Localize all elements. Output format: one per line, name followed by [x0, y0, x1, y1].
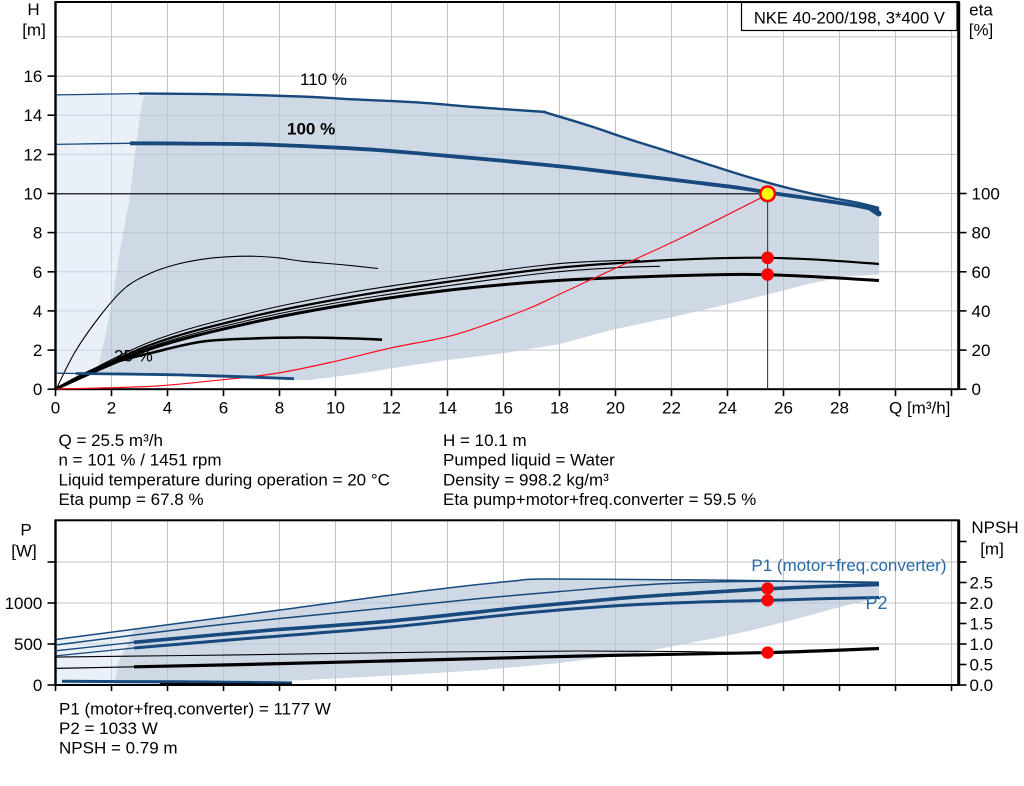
svg-text:Eta pump+motor+freq.converter: Eta pump+motor+freq.converter = 59.5 % — [443, 490, 756, 509]
svg-text:28: 28 — [830, 399, 849, 418]
svg-text:6: 6 — [33, 263, 42, 282]
svg-text:24: 24 — [718, 399, 737, 418]
svg-text:16: 16 — [23, 67, 42, 86]
svg-text:4: 4 — [163, 399, 172, 418]
svg-text:4: 4 — [33, 302, 42, 321]
svg-text:Liquid temperature during oper: Liquid temperature during operation = 20… — [59, 470, 390, 489]
svg-text:20: 20 — [606, 399, 625, 418]
svg-text:[W]: [W] — [11, 542, 37, 561]
svg-text:[m]: [m] — [980, 540, 1004, 559]
svg-text:2: 2 — [33, 341, 42, 360]
svg-text:0: 0 — [51, 399, 60, 418]
svg-text:0: 0 — [33, 380, 42, 399]
svg-text:2.5: 2.5 — [970, 574, 994, 593]
svg-text:8: 8 — [33, 224, 42, 243]
svg-text:16: 16 — [494, 399, 513, 418]
svg-text:22: 22 — [662, 399, 681, 418]
svg-text:1.5: 1.5 — [970, 615, 994, 634]
svg-text:40: 40 — [972, 302, 991, 321]
svg-text:12: 12 — [23, 145, 42, 164]
svg-text:10: 10 — [326, 399, 345, 418]
svg-text:Q = 25.5 m³/h: Q = 25.5 m³/h — [59, 431, 163, 450]
svg-text:100 %: 100 % — [287, 120, 335, 139]
svg-text:6: 6 — [219, 399, 228, 418]
svg-text:2: 2 — [107, 399, 116, 418]
svg-text:25 %: 25 % — [114, 347, 153, 366]
svg-text:8: 8 — [275, 399, 284, 418]
svg-text:0.0: 0.0 — [970, 676, 994, 695]
svg-text:eta: eta — [969, 1, 993, 20]
svg-text:NPSH = 0.79 m: NPSH = 0.79 m — [59, 739, 178, 758]
svg-text:1.0: 1.0 — [970, 635, 994, 654]
svg-text:Density = 998.2 kg/m³: Density = 998.2 kg/m³ — [443, 470, 609, 489]
svg-text:20: 20 — [972, 341, 991, 360]
svg-text:1000: 1000 — [5, 594, 43, 613]
svg-text:500: 500 — [14, 635, 42, 654]
svg-text:0: 0 — [33, 676, 42, 695]
svg-text:NKE 40-200/198, 3*400 V: NKE 40-200/198, 3*400 V — [754, 9, 945, 28]
svg-text:60: 60 — [972, 263, 991, 282]
svg-text:n = 101 % / 1451 rpm: n = 101 % / 1451 rpm — [59, 451, 222, 470]
svg-text:80: 80 — [972, 224, 991, 243]
svg-text:10: 10 — [23, 185, 42, 204]
svg-text:100: 100 — [972, 185, 1000, 204]
svg-text:P2 = 1033 W: P2 = 1033 W — [59, 719, 158, 738]
svg-text:0.5: 0.5 — [970, 656, 994, 675]
svg-text:H: H — [27, 0, 39, 19]
svg-text:2.0: 2.0 — [970, 594, 994, 613]
svg-text:[%]: [%] — [969, 21, 994, 40]
svg-text:0: 0 — [972, 380, 981, 399]
svg-text:P1 (motor+freq.converter): P1 (motor+freq.converter) — [751, 556, 946, 575]
svg-text:[m]: [m] — [22, 21, 46, 40]
svg-text:14: 14 — [438, 399, 457, 418]
svg-text:P2: P2 — [866, 593, 888, 613]
svg-text:12: 12 — [382, 399, 401, 418]
svg-text:P: P — [20, 521, 31, 540]
svg-text:Q [m³/h]: Q [m³/h] — [889, 399, 950, 418]
svg-text:NPSH: NPSH — [971, 518, 1018, 537]
svg-text:Pumped liquid = Water: Pumped liquid = Water — [443, 451, 615, 470]
svg-text:H = 10.1 m: H = 10.1 m — [443, 431, 527, 450]
svg-text:P1 (motor+freq.converter) = 11: P1 (motor+freq.converter) = 1177 W — [59, 700, 331, 719]
svg-text:18: 18 — [550, 399, 569, 418]
svg-text:Eta pump = 67.8 %: Eta pump = 67.8 % — [59, 490, 204, 509]
svg-text:110 %: 110 % — [300, 70, 347, 89]
svg-text:26: 26 — [774, 399, 793, 418]
svg-text:14: 14 — [23, 106, 42, 125]
